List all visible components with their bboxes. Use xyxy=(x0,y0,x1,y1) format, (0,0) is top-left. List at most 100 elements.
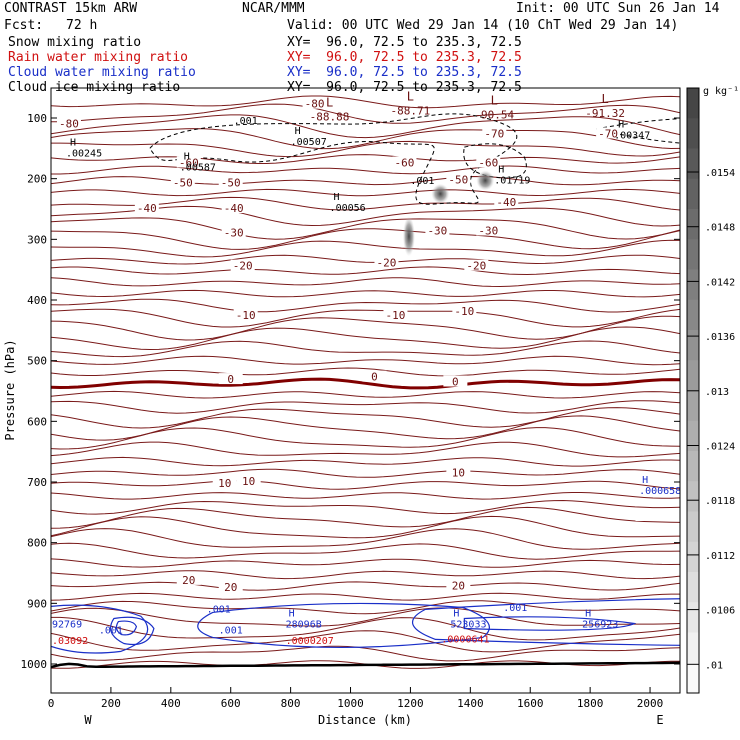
y-tick-label: 1000 xyxy=(21,658,48,671)
snow-shading xyxy=(476,170,495,191)
cloud-water-max-value: 523033 xyxy=(450,620,486,631)
isotherm-label: -40 xyxy=(496,196,516,209)
cloud-ice-max-value: .00245 xyxy=(66,148,102,159)
isotherm-label: -70 xyxy=(484,127,504,140)
isotherm-label-bg xyxy=(218,373,243,385)
isotherm-line xyxy=(51,254,680,265)
cloud-water-max-mark: H xyxy=(289,609,295,620)
isotherm-label: 20 xyxy=(224,581,237,594)
isotherm-line xyxy=(51,277,680,288)
colorbar-segment xyxy=(687,541,699,573)
isotherm-line xyxy=(51,188,680,197)
isotherm-line xyxy=(51,239,680,258)
colorbar-tick-label: .0154 xyxy=(705,168,735,179)
isotherm-label-bg xyxy=(446,579,471,591)
colorbar-segment xyxy=(687,178,699,210)
colorbar-tick-label: .01 xyxy=(705,660,723,671)
isotherm-line xyxy=(51,456,680,467)
colorbar-segment xyxy=(687,572,699,603)
isotherm-label: -30 xyxy=(478,224,498,237)
isotherm-label: -30 xyxy=(224,226,244,239)
isotherm-label: -20 xyxy=(466,260,486,273)
isotherm-label: 10 xyxy=(452,467,465,480)
isotherm-label-bg xyxy=(392,156,417,168)
cloud-water-max-value: 92769 xyxy=(52,620,82,631)
init-time: Init: 00 UTC Sun 26 Jan 14 xyxy=(516,1,720,16)
low-center-mark: L xyxy=(491,94,498,108)
x-tick-label: 800 xyxy=(281,697,301,710)
isotherm-label-bg xyxy=(170,176,195,188)
low-center-mark: L xyxy=(602,92,609,106)
isotherm-label: 20 xyxy=(452,579,465,592)
isotherm-line xyxy=(51,355,680,366)
cloud-ice-max-mark: H xyxy=(295,126,301,137)
colorbar-tick-label: .013 xyxy=(705,387,729,398)
cloud-water-contour-label: .001 xyxy=(503,603,527,614)
isotherm-label-bg xyxy=(362,370,387,382)
colorbar-segment xyxy=(687,451,699,482)
y-tick-label: 600 xyxy=(27,415,47,428)
y-tick-label: 300 xyxy=(27,233,47,246)
isotherm-label-bg xyxy=(476,156,501,168)
isotherm-label-bg xyxy=(425,224,450,236)
isotherm-label-bg xyxy=(176,573,201,585)
isotherm-label: -60 xyxy=(478,157,498,170)
cloud-ice-max-mark: H xyxy=(334,192,340,203)
x-tick-label: 200 xyxy=(101,697,121,710)
colorbar-segment xyxy=(687,390,699,422)
valid-time: Valid: 00 UTC Wed 29 Jan 14 (10 ChT Wed … xyxy=(287,18,679,33)
cloud-ice-contour xyxy=(149,113,518,205)
low-center-mark: L xyxy=(326,96,333,110)
isotherm-line xyxy=(51,154,680,164)
snow-shading xyxy=(431,183,450,204)
isotherm-line xyxy=(51,499,680,515)
colorbar-segment xyxy=(687,632,699,664)
isotherm-line xyxy=(51,95,680,109)
x-tick-label: 1800 xyxy=(577,697,604,710)
isotherm-label-bg xyxy=(494,195,519,207)
colorbar-segment xyxy=(687,360,699,391)
isotherm-label-bg xyxy=(446,173,471,185)
isotherm-line xyxy=(51,441,680,458)
isotherm-label-bg xyxy=(452,305,477,317)
isotherm-line xyxy=(51,558,680,568)
x-tick-label: 1000 xyxy=(337,697,364,710)
isotherm-label-bg xyxy=(236,475,261,486)
colorbar-segment xyxy=(687,269,699,301)
isotherm-label: -70 xyxy=(598,127,618,140)
colorbar-segment xyxy=(687,299,699,331)
y-axis-label: Pressure (hPa) xyxy=(3,339,17,440)
colorbar-segment xyxy=(687,330,699,361)
isotherm-line xyxy=(51,377,680,390)
isotherm-label: -10 xyxy=(236,309,256,322)
isotherm-line xyxy=(51,340,680,358)
isotherm-label-bg xyxy=(218,176,243,188)
cloud-ice-max-value: .00056 xyxy=(330,203,366,214)
forecast-label: Fcst: xyxy=(4,18,44,33)
isotherm-label: -40 xyxy=(137,202,157,215)
isotherm-label: -80 xyxy=(59,118,79,131)
cloud-ice-max-value: .01719 xyxy=(494,176,530,187)
snow-shading xyxy=(402,216,415,257)
isotherm-label: 0 xyxy=(452,376,459,389)
cloud-ice-contour xyxy=(463,143,527,179)
isotherm-line xyxy=(51,492,680,500)
cloud-water-max-value: 256923 xyxy=(582,620,618,631)
isotherm-line xyxy=(51,427,680,450)
isotherm-line xyxy=(51,600,680,615)
field-xy-rain: XY= 96.0, 72.5 to 235.3, 72.5 xyxy=(287,50,522,65)
field-name-cloud-water: Cloud water mixing ratio xyxy=(8,65,196,80)
colorbar-segment xyxy=(687,118,699,149)
isotherm-line xyxy=(51,114,680,139)
isotherm-label-bg xyxy=(476,224,501,236)
isotherm-label: -10 xyxy=(454,305,474,318)
low-center-value: -88.71 xyxy=(391,104,431,117)
colorbar-tick-label: .0112 xyxy=(705,551,735,562)
isotherm-line xyxy=(51,616,680,641)
isotherm-line xyxy=(51,390,680,399)
isotherm-line xyxy=(51,175,680,186)
cloud-water-contour xyxy=(115,620,138,636)
cloud-ice-max-mark: H xyxy=(184,151,190,162)
forecast-value: 72 h xyxy=(66,18,98,33)
colorbar-segment xyxy=(687,148,699,180)
